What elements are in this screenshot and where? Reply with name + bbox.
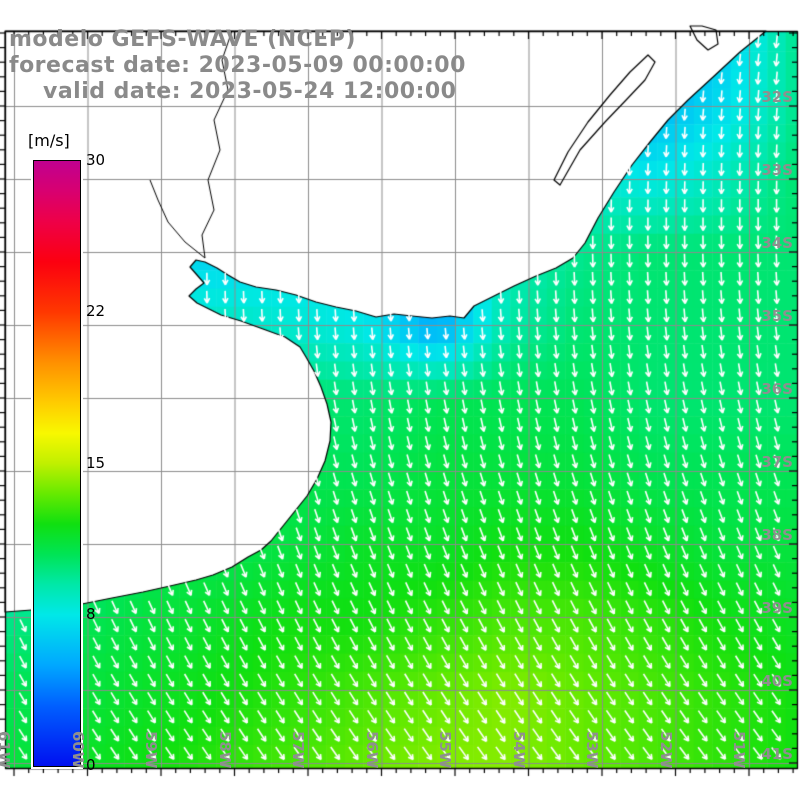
lat-label: 33S: [761, 161, 793, 179]
forecast-date-label: forecast date: 2023-05-09 00:00:00: [9, 53, 466, 78]
lat-label: 34S: [761, 234, 793, 252]
lon-label: 60W: [68, 731, 87, 769]
map-title: modelo GEFS-WAVE (NCEP): [9, 27, 356, 52]
lat-label: 32S: [761, 88, 793, 106]
valid-date-label: valid date: 2023-05-24 12:00:00: [43, 79, 457, 104]
colorbar-tick: 30: [86, 151, 106, 169]
colorbar-gradient: [33, 160, 81, 767]
lon-label: 53W: [583, 731, 601, 769]
lat-label: 36S: [761, 380, 793, 398]
lat-label: 40S: [761, 672, 793, 690]
lon-label: 58W: [215, 731, 234, 769]
colorbar-tick: 15: [86, 453, 106, 472]
lon-label: 61W: [0, 731, 13, 769]
lat-label: 38S: [761, 526, 793, 544]
lon-label: 55W: [436, 731, 454, 769]
colorbar-tick: 22: [86, 302, 106, 321]
lon-label: 56W: [362, 731, 381, 769]
lat-label: 37S: [761, 453, 793, 471]
lon-label: 54W: [509, 731, 528, 769]
colorbar-unit-label: [m/s]: [28, 131, 70, 150]
lon-label: 57W: [289, 731, 307, 769]
lat-label: 41S: [761, 745, 793, 763]
lon-label: 51W: [730, 731, 748, 769]
colorbar-tick: 8: [86, 604, 96, 623]
lat-label: 35S: [761, 307, 793, 325]
colorbar-tick: 0: [86, 756, 96, 774]
lon-label: 59W: [142, 731, 160, 769]
lat-label: 39S: [761, 599, 793, 617]
lon-label: 52W: [656, 731, 675, 769]
